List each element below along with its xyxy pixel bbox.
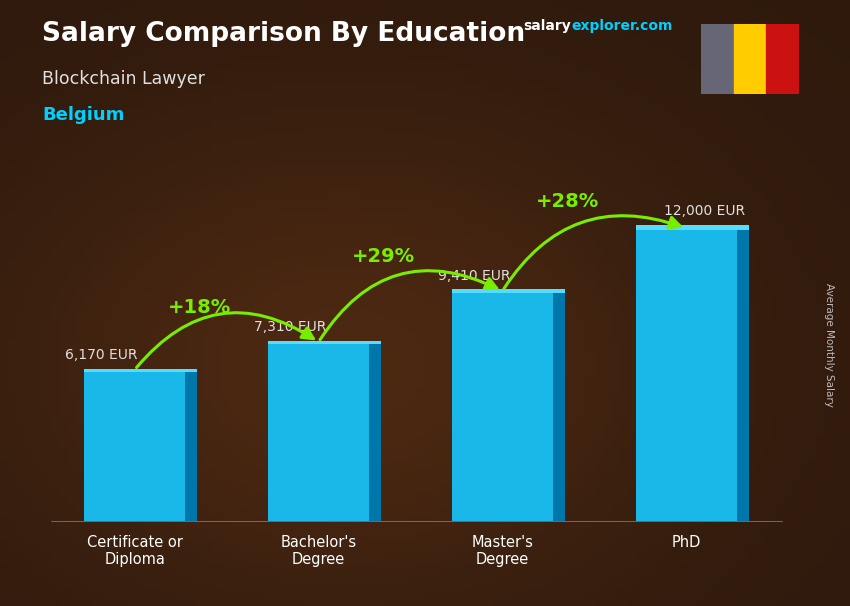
Bar (734, 24, 767, 94)
Bar (185, 371, 197, 521)
Bar (452, 293, 552, 521)
Bar (268, 341, 381, 344)
Text: +18%: +18% (167, 298, 231, 317)
Text: +29%: +29% (352, 247, 415, 266)
Bar (452, 289, 565, 293)
Bar (737, 230, 749, 521)
Text: +28%: +28% (536, 191, 598, 211)
Text: salary: salary (523, 19, 570, 33)
Text: Average Monthly Salary: Average Monthly Salary (824, 284, 834, 407)
Bar (84, 369, 197, 371)
Text: Blockchain Lawyer: Blockchain Lawyer (42, 70, 206, 88)
Text: Salary Comparison By Education: Salary Comparison By Education (42, 21, 525, 47)
Bar (701, 24, 734, 94)
Text: 7,310 EUR: 7,310 EUR (254, 320, 326, 335)
Text: 9,410 EUR: 9,410 EUR (438, 269, 511, 284)
Bar (369, 344, 381, 521)
Bar (84, 371, 185, 521)
Bar (268, 344, 369, 521)
Text: explorer.com: explorer.com (571, 19, 672, 33)
Bar (636, 225, 749, 230)
Bar (636, 230, 737, 521)
Bar (552, 293, 565, 521)
Text: 12,000 EUR: 12,000 EUR (664, 204, 745, 218)
Bar (767, 24, 799, 94)
Text: Belgium: Belgium (42, 106, 125, 124)
Text: 6,170 EUR: 6,170 EUR (65, 348, 138, 362)
